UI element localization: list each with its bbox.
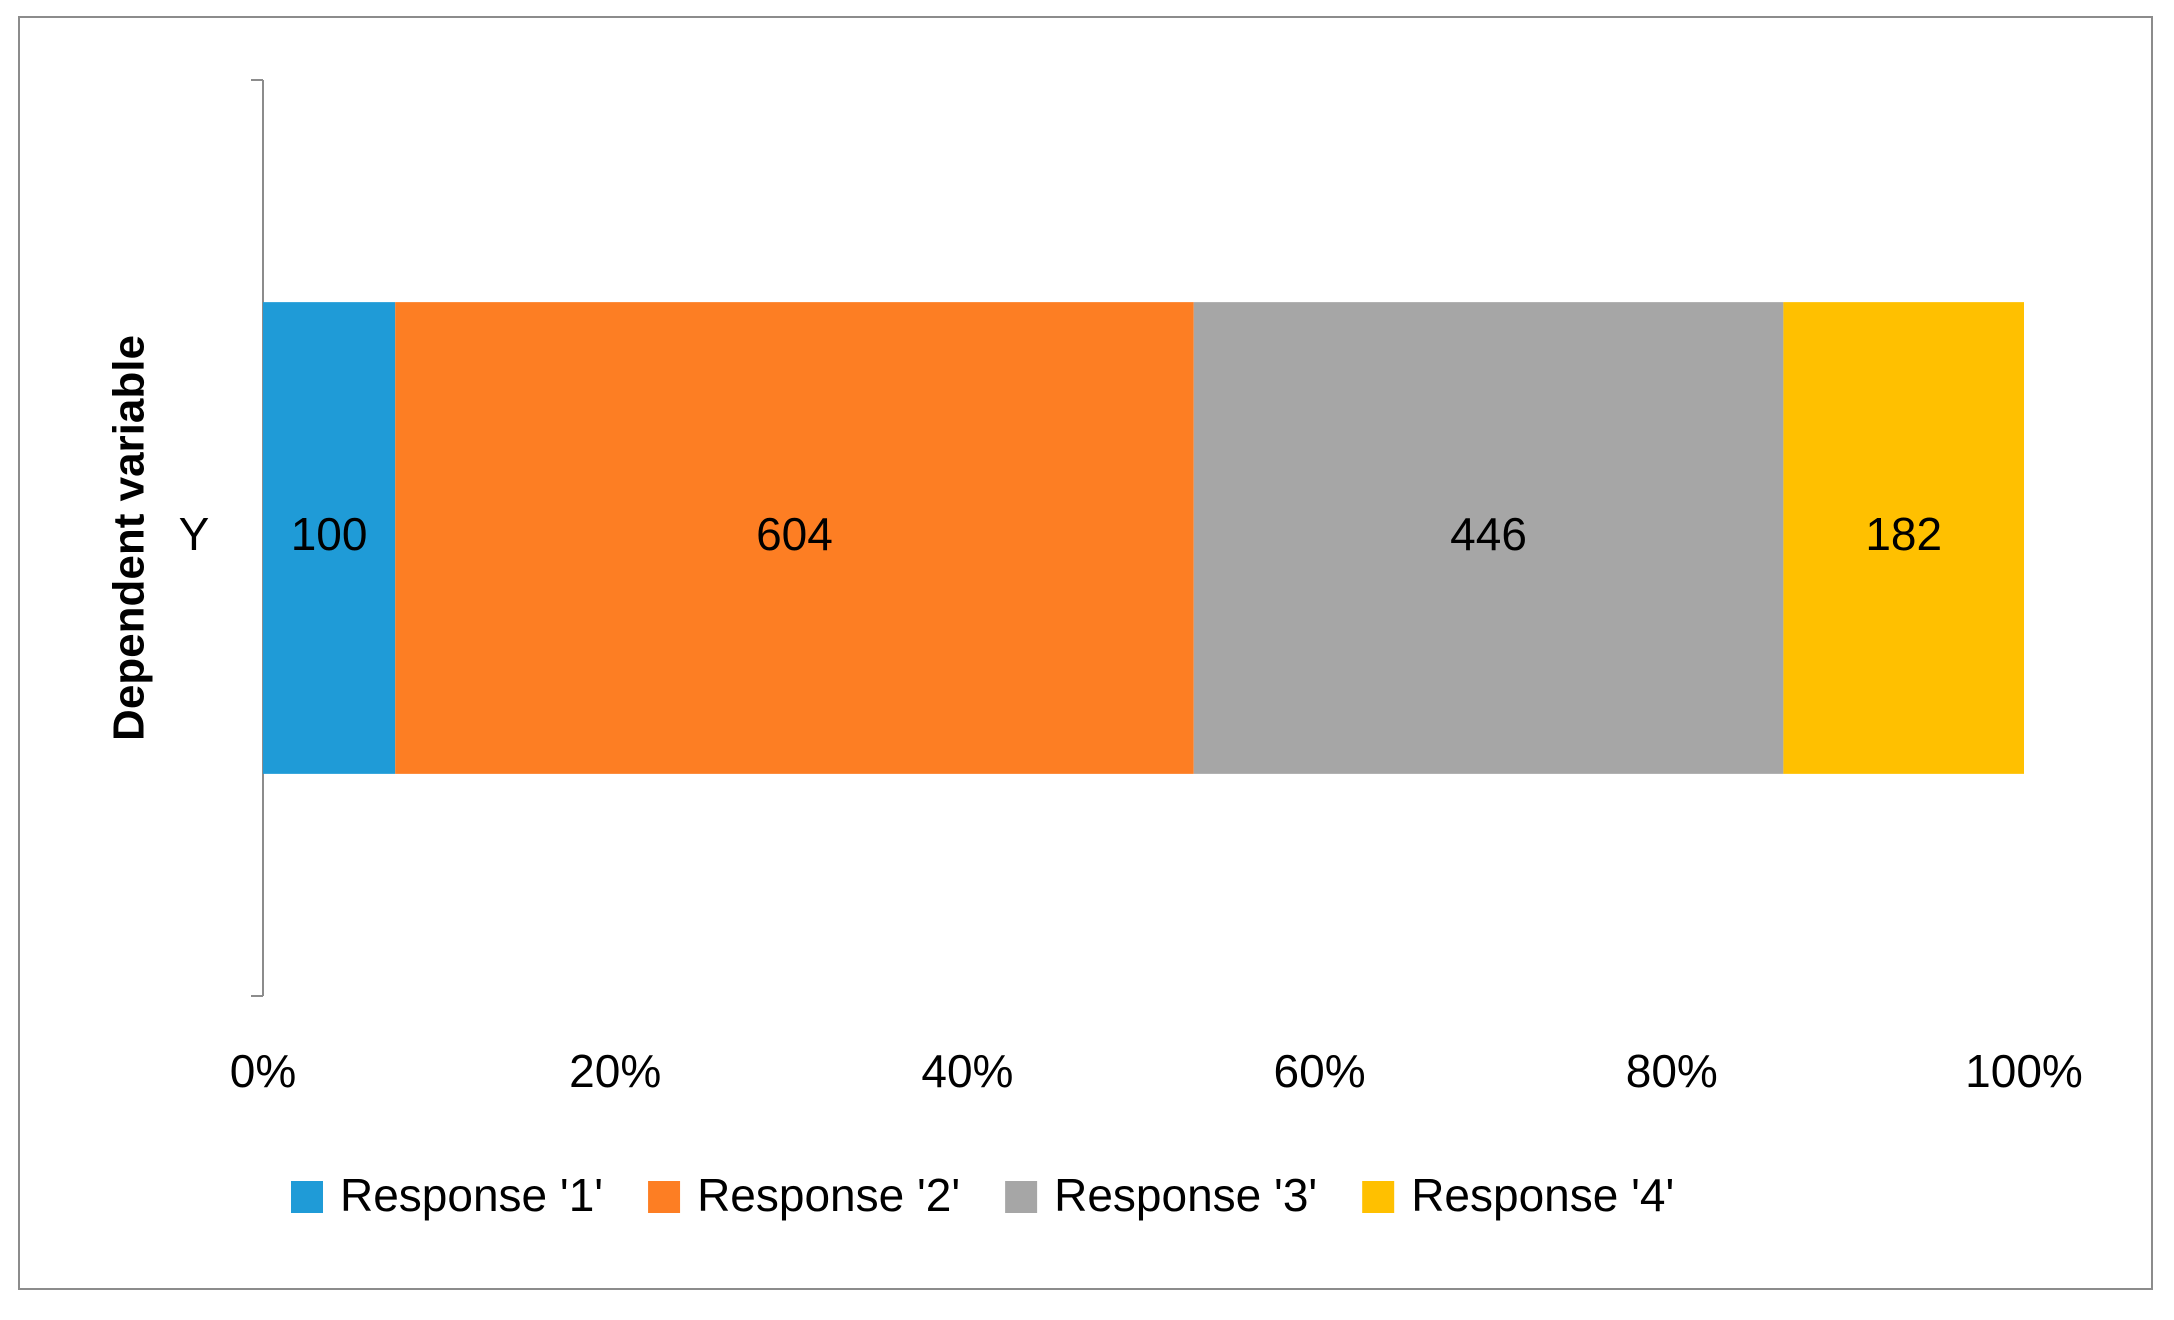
- legend-swatch: [648, 1181, 681, 1213]
- x-tick-label: 80%: [1626, 1045, 1718, 1097]
- x-tick-label: 0%: [230, 1045, 296, 1097]
- legend-label: Response '1': [340, 1169, 603, 1221]
- bar-segment: [263, 302, 396, 774]
- bar-segment: [1783, 302, 2024, 774]
- bar-segment: [395, 302, 1194, 774]
- legend-swatch: [291, 1181, 323, 1213]
- data-label: 100: [291, 508, 368, 560]
- x-tick-label: 40%: [921, 1045, 1013, 1097]
- legend-label: Response '2': [697, 1169, 960, 1221]
- legend-swatch: [1362, 1181, 1395, 1213]
- legend-label: Response '3': [1054, 1169, 1317, 1221]
- y-tick-label: Y: [179, 508, 210, 560]
- bar-segment: [1193, 302, 1784, 774]
- legend-label: Response '4': [1411, 1169, 1674, 1221]
- data-label: 182: [1865, 508, 1942, 560]
- x-tick-label: 20%: [569, 1045, 661, 1097]
- x-tick-label: 100%: [1965, 1045, 2083, 1097]
- data-label: 446: [1450, 508, 1527, 560]
- x-tick-label: 60%: [1274, 1045, 1366, 1097]
- y-axis-title: Dependent variable: [105, 335, 154, 741]
- data-label: 604: [756, 508, 833, 560]
- legend-swatch: [1005, 1181, 1038, 1213]
